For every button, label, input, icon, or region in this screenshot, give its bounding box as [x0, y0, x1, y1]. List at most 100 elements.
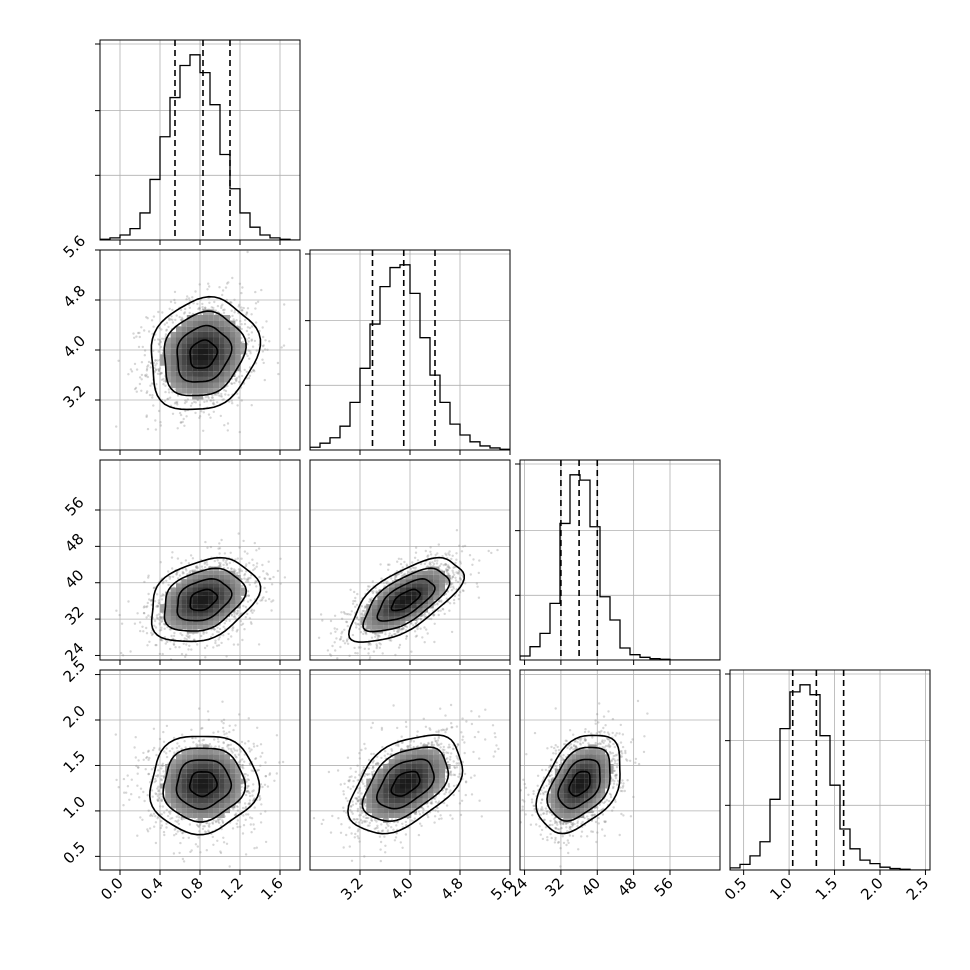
sample-point — [368, 642, 371, 645]
density-cell — [203, 591, 209, 596]
density-cell — [219, 337, 225, 344]
sample-point — [147, 576, 150, 579]
sample-point — [357, 618, 360, 621]
density-cell — [197, 625, 203, 630]
density-cell — [165, 337, 171, 344]
sample-point — [235, 379, 238, 383]
sample-point — [147, 360, 151, 364]
sample-point — [264, 840, 268, 844]
sample-point — [261, 326, 264, 329]
sample-point — [145, 316, 148, 319]
sample-point — [247, 594, 250, 597]
density-cell — [186, 574, 193, 580]
sample-point — [224, 286, 228, 289]
sample-point — [150, 319, 154, 322]
density-cell — [224, 591, 230, 596]
sample-point — [280, 346, 283, 349]
sample-point — [194, 411, 197, 415]
histogram-0 — [100, 54, 300, 240]
sample-point — [261, 345, 265, 348]
sample-point — [359, 631, 363, 634]
sample-point — [210, 306, 213, 309]
sample-point — [167, 570, 170, 573]
density-cell — [213, 600, 220, 605]
sample-point — [171, 318, 174, 321]
sample-point — [472, 558, 475, 561]
density-cell — [170, 604, 176, 609]
sample-point — [202, 411, 205, 414]
sample-point — [240, 306, 243, 309]
sample-point — [249, 609, 253, 613]
sample-point — [238, 748, 242, 751]
sample-point — [215, 393, 218, 396]
sample-point — [447, 552, 450, 555]
sample-point — [235, 377, 239, 380]
density-cell — [165, 600, 171, 605]
sample-point — [153, 624, 156, 627]
contour-line — [189, 588, 219, 612]
sample-point — [250, 313, 253, 316]
sample-point — [443, 612, 446, 616]
density-cell — [203, 604, 209, 609]
sample-point — [242, 306, 245, 310]
density-cell — [433, 570, 440, 575]
sample-point — [185, 298, 188, 301]
sample-point — [153, 586, 156, 589]
density-cell — [192, 579, 198, 584]
sample-point — [180, 652, 184, 656]
sample-point — [196, 643, 199, 646]
sample-point — [436, 603, 439, 606]
sample-point — [452, 566, 455, 569]
sample-point — [245, 563, 248, 566]
sample-point — [166, 398, 169, 401]
sample-point — [446, 590, 450, 593]
contour-line — [150, 556, 262, 643]
density-cell — [394, 620, 400, 626]
density-cell — [213, 343, 220, 349]
sample-point — [223, 552, 227, 555]
sample-point — [147, 330, 151, 333]
sample-point — [184, 307, 187, 311]
density-cell — [192, 331, 198, 338]
density-cell — [208, 591, 214, 596]
sample-point — [236, 643, 240, 646]
sample-point — [362, 609, 366, 612]
sample-point — [354, 596, 357, 600]
density-cell — [213, 315, 220, 321]
sample-point — [420, 617, 423, 621]
density-cell — [197, 591, 203, 596]
sample-point — [172, 643, 176, 646]
sample-point — [158, 343, 161, 346]
sample-point — [165, 822, 168, 825]
sample-point — [244, 318, 247, 322]
density-cell — [405, 600, 412, 605]
density-cell — [428, 583, 434, 588]
sample-point — [222, 398, 225, 401]
density-cell — [405, 595, 412, 600]
density-cell — [428, 587, 434, 592]
sample-point — [140, 378, 143, 381]
density-cell — [240, 343, 247, 349]
sample-point — [147, 750, 150, 753]
sample-point — [236, 404, 239, 407]
sample-point — [180, 421, 183, 424]
sample-point — [141, 345, 144, 349]
density-cell — [224, 337, 230, 344]
sample-point — [220, 392, 223, 396]
density-cell — [224, 583, 230, 588]
sample-point — [154, 419, 157, 422]
sample-point — [397, 557, 401, 560]
density-cell — [165, 608, 171, 613]
sample-point — [376, 637, 379, 640]
density-cell — [186, 587, 193, 592]
density-cell — [230, 587, 236, 592]
sample-point — [425, 628, 428, 631]
sample-point — [160, 626, 163, 629]
density-cell — [224, 320, 230, 327]
sample-point — [364, 631, 367, 634]
panel-frame — [519, 459, 721, 661]
sample-point — [251, 611, 254, 614]
sample-point — [189, 404, 193, 407]
sample-point — [152, 361, 156, 365]
sample-point — [444, 563, 447, 566]
